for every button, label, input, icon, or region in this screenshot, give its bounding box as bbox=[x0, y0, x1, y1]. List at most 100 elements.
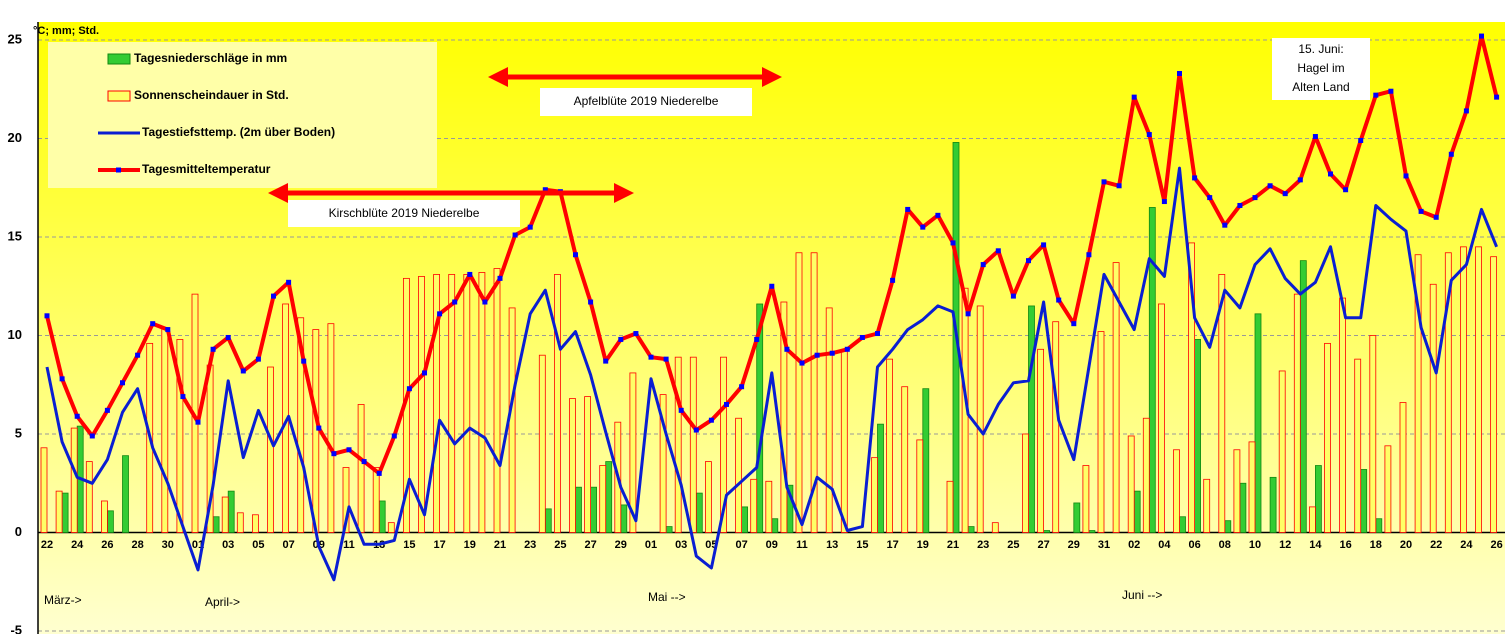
marker bbox=[693, 427, 699, 433]
bar bbox=[212, 516, 220, 533]
marker bbox=[859, 334, 865, 340]
marker bbox=[1131, 94, 1137, 100]
marker bbox=[331, 451, 337, 457]
marker bbox=[180, 394, 186, 400]
marker bbox=[346, 447, 352, 453]
x-tick-label: 12 bbox=[1279, 539, 1291, 551]
marker bbox=[1479, 33, 1484, 39]
bar bbox=[1354, 358, 1362, 533]
bar bbox=[1293, 293, 1301, 533]
bar bbox=[101, 500, 108, 533]
bar bbox=[1309, 506, 1316, 533]
bar bbox=[1369, 335, 1377, 533]
annotation-box bbox=[288, 200, 520, 227]
bar bbox=[1414, 254, 1422, 533]
bar bbox=[1360, 469, 1368, 533]
marker bbox=[1252, 195, 1258, 201]
marker bbox=[1056, 297, 1062, 303]
marker bbox=[920, 224, 926, 230]
bar bbox=[1224, 520, 1232, 533]
bar bbox=[478, 272, 486, 533]
bar bbox=[877, 423, 884, 533]
marker bbox=[74, 413, 80, 419]
marker bbox=[1267, 183, 1273, 189]
bar bbox=[1088, 530, 1096, 533]
y-tick-label: -5 bbox=[10, 622, 22, 634]
y-tick-label: 10 bbox=[8, 327, 22, 342]
marker bbox=[618, 336, 624, 342]
x-tick-label: 14 bbox=[1309, 539, 1322, 551]
bar bbox=[1375, 518, 1383, 533]
x-tick-label: 23 bbox=[977, 539, 989, 551]
bar bbox=[55, 490, 63, 533]
x-tick-label: 17 bbox=[886, 539, 898, 551]
bar bbox=[1324, 342, 1331, 533]
bar bbox=[599, 465, 607, 533]
marker bbox=[1388, 88, 1394, 94]
marker bbox=[255, 356, 261, 362]
marker bbox=[844, 346, 850, 352]
bar bbox=[1158, 303, 1165, 533]
x-tick-label: 25 bbox=[554, 539, 566, 551]
marker bbox=[724, 401, 729, 407]
annotation: Apfelblüte 2019 Niederelbe bbox=[574, 94, 719, 108]
bar bbox=[463, 274, 471, 533]
bar bbox=[1239, 482, 1247, 533]
x-tick-label: 31 bbox=[1098, 539, 1110, 551]
x-tick-label: 30 bbox=[162, 539, 174, 551]
marker bbox=[633, 331, 639, 337]
bar bbox=[967, 526, 975, 533]
bar bbox=[1022, 433, 1029, 533]
bar bbox=[357, 404, 365, 533]
bar bbox=[1490, 256, 1497, 533]
x-tick-label: 19 bbox=[917, 539, 929, 551]
x-tick-label: 27 bbox=[584, 539, 596, 551]
marker bbox=[814, 352, 820, 358]
marker bbox=[1328, 171, 1333, 177]
marker bbox=[1177, 70, 1182, 76]
bar bbox=[1082, 465, 1090, 533]
marker bbox=[225, 334, 231, 340]
bar bbox=[267, 366, 274, 533]
bar bbox=[1179, 516, 1186, 533]
marker bbox=[875, 331, 880, 337]
marker bbox=[135, 352, 141, 358]
marker bbox=[1146, 132, 1152, 138]
x-tick-label: 09 bbox=[766, 539, 778, 551]
line bbox=[45, 166, 1498, 582]
marker bbox=[437, 311, 443, 317]
x-tick-label: 04 bbox=[1158, 539, 1171, 551]
bar bbox=[221, 496, 229, 533]
marker bbox=[1358, 137, 1364, 143]
bar bbox=[1194, 339, 1201, 533]
marker bbox=[663, 356, 669, 362]
bar bbox=[1233, 449, 1241, 533]
marker bbox=[512, 232, 518, 238]
bar bbox=[312, 329, 320, 533]
marker bbox=[1010, 293, 1016, 299]
bar bbox=[1475, 246, 1482, 533]
annotation: Hagel im bbox=[1297, 61, 1344, 75]
x-tick-label: 21 bbox=[494, 539, 506, 551]
bar bbox=[756, 303, 764, 533]
x-tick-label: 07 bbox=[282, 539, 294, 551]
bar bbox=[1073, 502, 1081, 533]
marker bbox=[1418, 208, 1424, 214]
bar bbox=[418, 275, 425, 533]
annotation-box bbox=[540, 88, 752, 116]
x-tick-label: 23 bbox=[524, 539, 536, 551]
x-tick-label: 29 bbox=[1068, 539, 1080, 551]
marker bbox=[1312, 134, 1318, 140]
bar bbox=[840, 350, 848, 533]
bar bbox=[922, 388, 930, 533]
bar bbox=[1218, 274, 1226, 533]
bar bbox=[1444, 252, 1452, 533]
marker bbox=[1403, 173, 1409, 179]
bar bbox=[70, 427, 78, 533]
marker bbox=[59, 376, 65, 382]
bar bbox=[1188, 242, 1195, 533]
bar bbox=[1203, 478, 1211, 533]
marker bbox=[739, 384, 745, 390]
y-tick-label: 25 bbox=[8, 31, 22, 46]
marker bbox=[1433, 214, 1439, 220]
